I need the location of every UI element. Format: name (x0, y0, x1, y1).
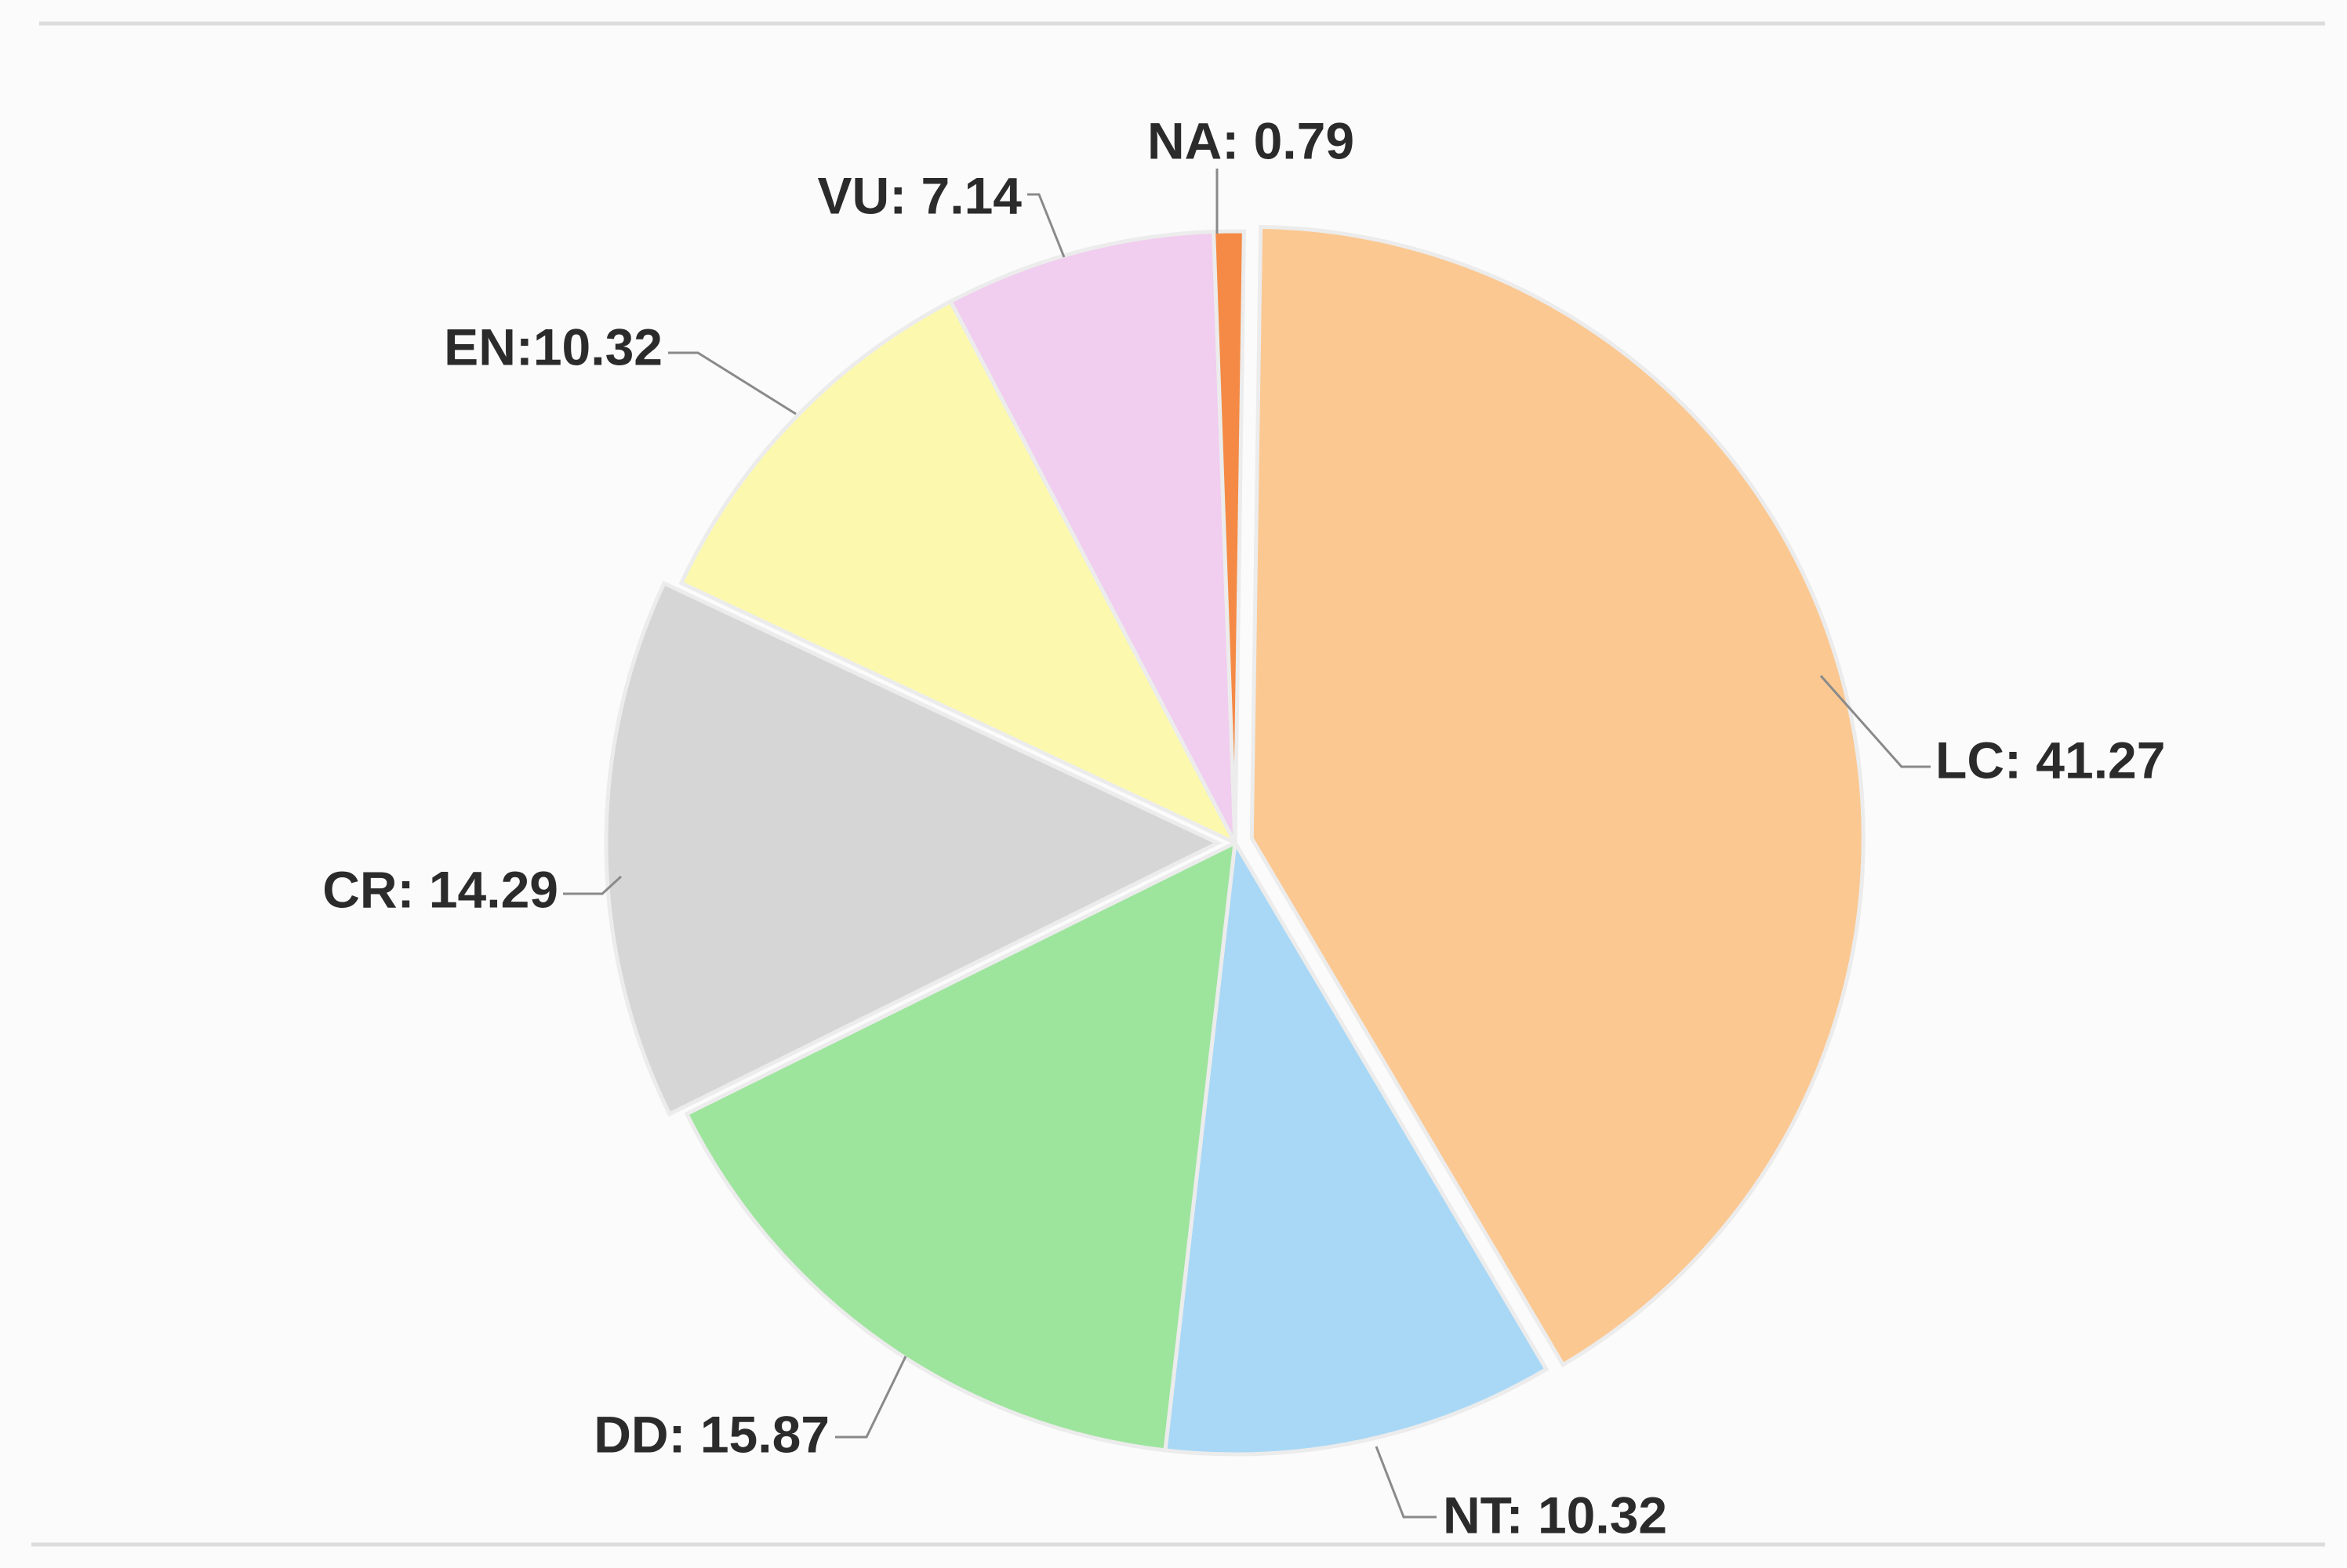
slice-label-na: NA: 0.79 (1147, 111, 1354, 169)
pie-slice-vu (947, 229, 1237, 844)
leader-line-dd (835, 1356, 907, 1439)
pie-slice-en (678, 299, 1240, 848)
slice-label-en: EN:10.32 (444, 318, 663, 376)
slice-label-dd: DD: 15.87 (594, 1405, 830, 1463)
slices (604, 224, 1866, 1457)
leader-line-lc (1819, 675, 1931, 768)
slice-label-vu: VU: 7.14 (818, 166, 1023, 224)
pie-slice-dd (684, 839, 1238, 1453)
pie-slice-nt (1163, 837, 1550, 1457)
leader-lines (563, 169, 1931, 1519)
slice-label-cr: CR: 14.29 (322, 860, 558, 918)
slice-label-nt: NT: 10.32 (1443, 1486, 1667, 1544)
leader-line-vu (1027, 193, 1066, 258)
pie-slice-na (1212, 229, 1246, 844)
slice-labels: LC: 41.27 NT: 10.32 DD: 15.87 CR: 14.29 EN:1… (322, 111, 2165, 1544)
slice-label-lc: LC: 41.27 (1935, 731, 2165, 789)
leader-line-en (668, 351, 797, 416)
pie-slice-cr (604, 580, 1223, 1117)
leader-line-cr (563, 875, 623, 895)
pie-slice-lc (1249, 224, 1866, 1368)
leader-line-nt (1375, 1446, 1437, 1519)
